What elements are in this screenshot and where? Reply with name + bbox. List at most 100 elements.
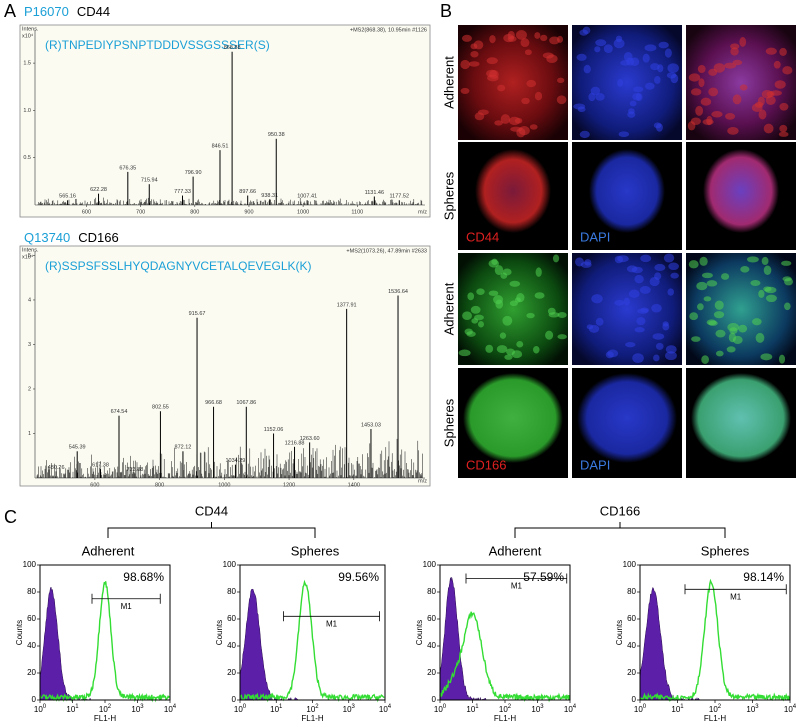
- cell: [476, 288, 485, 295]
- cell: [698, 78, 705, 88]
- y-axis-title: Intens.: [22, 26, 39, 32]
- cell: [665, 351, 677, 361]
- peak-label: 1152.06: [264, 427, 283, 433]
- x-tick-label: 101: [671, 704, 684, 715]
- cell: [779, 124, 788, 133]
- tick-base: 10: [434, 705, 443, 714]
- cell: [667, 288, 675, 296]
- tick-exponent: 4: [173, 704, 177, 710]
- cell: [614, 299, 625, 306]
- cell: [534, 32, 541, 39]
- tick-base: 10: [379, 705, 388, 714]
- peak-label: 1453.03: [361, 422, 381, 428]
- cell: [654, 263, 666, 272]
- tick-exponent: 0: [443, 704, 447, 710]
- sphere: [703, 149, 779, 233]
- peak-label: 1034.29: [225, 458, 245, 464]
- gate: [465, 573, 568, 584]
- cell: [779, 47, 787, 56]
- percent: 98.68%: [123, 570, 164, 584]
- cell: [534, 91, 543, 101]
- cell: [533, 345, 540, 354]
- peak-label: 868.88: [224, 45, 241, 51]
- peak-label: 1263.60: [300, 436, 320, 442]
- cell: [640, 254, 652, 263]
- y-tick-label: 60: [227, 614, 236, 623]
- cell: [542, 52, 554, 59]
- cell: [500, 272, 508, 279]
- cell: [758, 109, 767, 120]
- cell: [545, 330, 554, 340]
- y-axis-title: Counts: [615, 620, 624, 645]
- cell: [761, 90, 773, 99]
- cell: [667, 63, 679, 74]
- y-tick-label: 20: [627, 668, 636, 677]
- cell: [730, 47, 739, 56]
- cell: [732, 94, 742, 105]
- cell: [494, 265, 504, 276]
- x-tick-label: 103: [531, 704, 544, 715]
- cell: [654, 75, 661, 84]
- y-tick-label: 40: [427, 641, 436, 650]
- cell: [697, 303, 704, 311]
- cell: [458, 349, 471, 357]
- y-tick-label: 80: [27, 587, 36, 596]
- cell: [715, 329, 726, 338]
- peak-label: 1007.41: [297, 194, 317, 200]
- gate: [684, 584, 787, 595]
- cell: [618, 131, 630, 138]
- y-tick-label: 0: [432, 695, 437, 704]
- x-axis-title: m/z: [418, 209, 427, 215]
- cell: [588, 324, 600, 333]
- cell: [552, 254, 560, 263]
- cell: [706, 115, 713, 126]
- y-tick-label: 80: [227, 587, 236, 596]
- tick-exponent: 0: [43, 704, 47, 710]
- tick-base: 10: [499, 705, 508, 714]
- cell: [470, 305, 481, 314]
- cell: [651, 303, 662, 313]
- stain-label: DAPI: [580, 229, 610, 244]
- cell: [623, 51, 633, 62]
- cell: [488, 259, 500, 268]
- x-tick-label: 100: [434, 704, 447, 715]
- peak-label: 796.90: [185, 170, 202, 176]
- cell: [625, 341, 636, 348]
- bracket: [514, 522, 726, 538]
- cell: [664, 48, 672, 58]
- y-tick-label: 0.5: [23, 155, 31, 161]
- cell: [658, 41, 669, 49]
- tick-exponent: 3: [755, 704, 759, 710]
- cell: [466, 331, 476, 337]
- cell: [577, 106, 586, 113]
- x-tick-label: 800: [155, 482, 164, 488]
- cell: [781, 260, 792, 266]
- cell: [516, 293, 525, 303]
- cell: [778, 131, 789, 137]
- cell: [699, 256, 708, 266]
- tick-base: 10: [784, 705, 793, 714]
- gate-label: M1: [121, 602, 133, 611]
- cell: [720, 273, 730, 280]
- protein: CD166: [78, 230, 118, 245]
- tick-exponent: 3: [352, 704, 356, 710]
- condition: Adherent: [82, 543, 135, 558]
- cell: [591, 294, 603, 304]
- x-tick-label: 700: [136, 209, 145, 215]
- cell: [617, 78, 624, 87]
- cell: [784, 277, 794, 286]
- cell: [634, 274, 644, 284]
- cell: [765, 294, 777, 303]
- y-tick-label: 1.5: [23, 61, 31, 67]
- sphere: [691, 373, 791, 463]
- peak-label: 872.12: [175, 445, 192, 451]
- peak-label: 1131.46: [365, 190, 384, 196]
- cell: [462, 311, 472, 321]
- cell: [729, 327, 738, 335]
- peptide: (R)TNPEDIYPSNPTDDDVSSGSSSER(S): [45, 38, 270, 52]
- cell: [774, 80, 786, 89]
- cell: [665, 345, 677, 354]
- cell: [687, 121, 696, 131]
- group-title: CD166: [600, 503, 640, 518]
